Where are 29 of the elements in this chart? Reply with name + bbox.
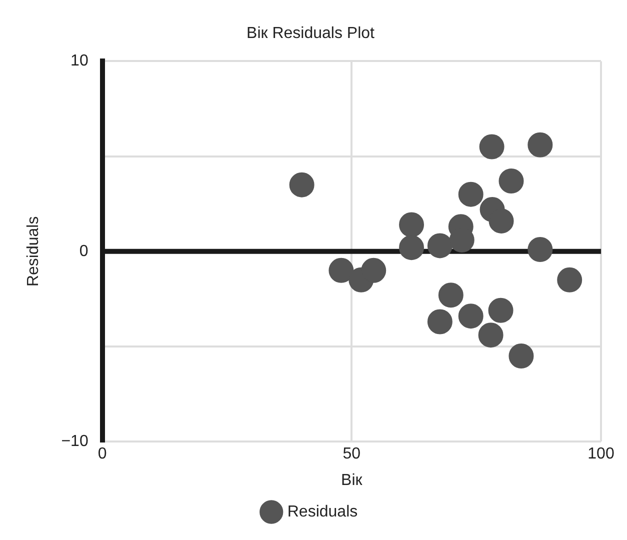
point — [488, 208, 514, 234]
chart-title: Вік Residuals Plot — [246, 25, 376, 42]
point — [557, 267, 582, 292]
point — [427, 233, 452, 258]
point — [289, 172, 314, 198]
y-tick-label: 10 — [70, 52, 88, 70]
y-axis-title: Residuals — [25, 216, 42, 287]
x-tick-label: 0 — [98, 446, 107, 463]
point — [328, 258, 354, 283]
x-tick-label: 100 — [588, 446, 614, 463]
point — [458, 182, 484, 207]
point — [488, 298, 514, 323]
point — [479, 134, 504, 160]
point — [427, 309, 452, 334]
point — [361, 258, 386, 283]
point — [478, 322, 504, 348]
point — [528, 237, 553, 262]
point — [399, 235, 424, 260]
point — [508, 344, 534, 369]
y-tick-label: −10 — [61, 433, 88, 450]
point — [458, 304, 484, 329]
y-tick-label: 0 — [79, 242, 88, 260]
point — [528, 132, 553, 158]
point — [498, 168, 524, 194]
legend-label: Residuals — [287, 503, 358, 520]
point — [438, 282, 464, 308]
point — [399, 212, 424, 238]
x-axis-title: Вік — [341, 472, 364, 489]
x-tick-label: 50 — [342, 446, 361, 463]
